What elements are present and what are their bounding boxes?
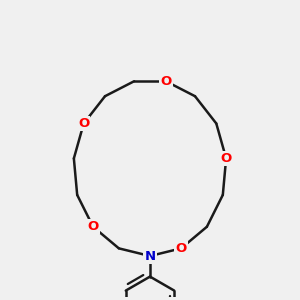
Text: O: O xyxy=(160,75,172,88)
Text: O: O xyxy=(176,242,187,255)
Text: O: O xyxy=(78,117,89,130)
Text: N: N xyxy=(144,250,156,262)
Text: O: O xyxy=(220,152,232,165)
Text: O: O xyxy=(88,220,99,233)
Text: N: N xyxy=(144,250,156,262)
